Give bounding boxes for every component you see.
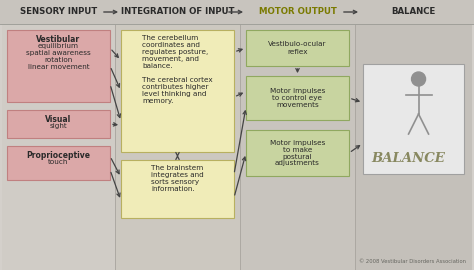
Text: Motor impulses
to make
postural
adjustments: Motor impulses to make postural adjustme… [270,140,325,167]
Text: equilibrium
spatial awareness
rotation
linear movement: equilibrium spatial awareness rotation l… [26,43,91,70]
Bar [121,30,234,152]
Text: INTEGRATION OF INPUT: INTEGRATION OF INPUT [121,8,234,16]
Bar [246,76,349,120]
Bar [363,64,464,174]
Text: Motor impulses
to control eye
movements: Motor impulses to control eye movements [270,88,325,108]
Text: BALANCE: BALANCE [372,151,446,164]
Text: © 2008 Vestibular Disorders Association: © 2008 Vestibular Disorders Association [359,259,466,264]
Text: The brainstem
integrates and
sorts sensory
information.: The brainstem integrates and sorts senso… [151,165,204,192]
Text: touch: touch [48,159,69,165]
Bar [240,0,355,270]
Bar [7,110,110,138]
Text: The cerebellum
coordinates and
regulates posture,
movement, and
balance.

The ce: The cerebellum coordinates and regulates… [142,35,213,104]
Circle shape [411,72,426,86]
Text: sight: sight [50,123,67,129]
Text: Vestibular: Vestibular [36,35,81,44]
Bar [246,30,349,66]
Text: Visual: Visual [46,115,72,124]
Text: SENSORY INPUT: SENSORY INPUT [20,8,97,16]
Text: Proprioceptive: Proprioceptive [27,151,91,160]
Bar [2,0,115,270]
Bar [7,146,110,180]
Text: BALANCE: BALANCE [392,8,436,16]
Bar [115,0,240,270]
Bar [355,0,472,270]
Bar [0,0,474,24]
Text: Vestibulo-ocular
reflex: Vestibulo-ocular reflex [268,42,327,55]
Text: MOTOR OUTPUT: MOTOR OUTPUT [258,8,337,16]
Bar [121,160,234,218]
Bar [7,30,110,102]
Bar [246,130,349,176]
